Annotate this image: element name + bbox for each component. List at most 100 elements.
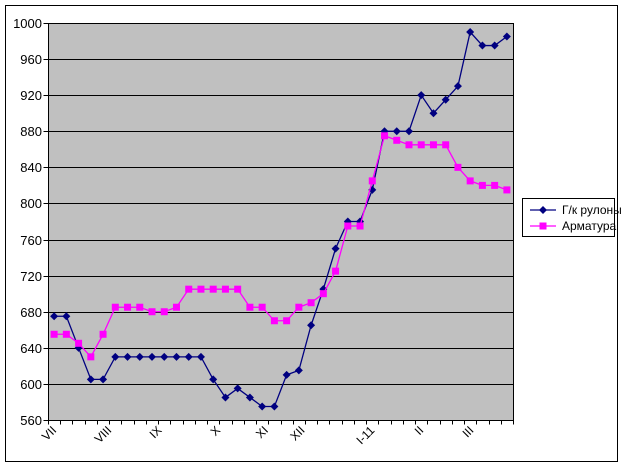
data-point-marker <box>283 317 291 325</box>
data-point-marker <box>148 308 156 316</box>
data-point-marker <box>75 339 83 347</box>
data-point-marker <box>62 312 71 321</box>
data-point-marker <box>466 28 475 37</box>
y-axis-tick-label: 800 <box>20 196 42 211</box>
data-point-marker <box>172 352 181 361</box>
data-point-marker <box>442 141 450 149</box>
data-point-marker <box>50 312 59 321</box>
data-point-marker <box>111 352 120 361</box>
data-point-marker <box>185 285 193 293</box>
data-point-marker <box>344 222 352 230</box>
data-point-marker <box>404 127 413 136</box>
data-point-marker <box>135 352 144 361</box>
data-point-marker <box>478 181 486 189</box>
legend-label-series-1: Г/к рулоны <box>562 203 622 217</box>
legend-label-series-2: Арматура <box>562 219 617 233</box>
data-point-marker <box>111 303 119 311</box>
data-point-marker <box>160 308 168 316</box>
data-point-marker <box>453 82 462 91</box>
legend-item-gk-rulony: Г/к рулоны <box>529 203 622 217</box>
data-point-marker <box>392 127 401 136</box>
data-point-marker <box>245 393 254 402</box>
data-point-marker <box>393 136 401 144</box>
plot-area <box>48 23 514 421</box>
data-point-marker <box>319 290 327 298</box>
data-point-marker <box>429 141 437 149</box>
data-point-marker <box>270 402 279 411</box>
y-axis-tick-label: 560 <box>20 413 42 428</box>
data-point-marker <box>502 32 511 41</box>
data-point-marker <box>332 267 340 275</box>
data-point-marker <box>172 303 180 311</box>
y-axis-tick-label: 640 <box>20 341 42 356</box>
data-point-marker <box>331 244 340 253</box>
y-axis-tick-label: 760 <box>20 233 42 248</box>
y-axis-tick-label: 680 <box>20 305 42 320</box>
data-point-marker <box>503 186 511 194</box>
data-point-marker <box>50 330 58 338</box>
x-axis-month-label: XII <box>287 423 307 443</box>
x-axis-month-label: VIII <box>92 423 115 446</box>
data-point-marker <box>441 95 450 104</box>
data-point-marker <box>490 41 499 50</box>
data-point-marker <box>221 285 229 293</box>
legend-item-armatura: Арматура <box>529 219 616 233</box>
data-point-marker <box>124 303 132 311</box>
x-axis-month-label: IX <box>147 423 165 441</box>
data-point-marker <box>417 91 426 100</box>
data-point-marker <box>209 375 218 384</box>
data-point-marker <box>381 132 389 140</box>
x-axis-month-label: XI <box>253 423 271 441</box>
y-axis-tick-label: 1000 <box>13 16 42 31</box>
data-point-marker <box>221 393 230 402</box>
y-axis-tick-label: 960 <box>20 52 42 67</box>
x-axis-month-label: II <box>412 423 427 438</box>
legend-square-marker-icon <box>530 222 556 230</box>
data-point-marker <box>86 375 95 384</box>
x-axis-month-label: X <box>208 423 224 439</box>
legend-diamond-marker-icon <box>530 206 556 214</box>
data-point-marker <box>282 370 291 379</box>
data-point-marker <box>307 321 316 330</box>
data-point-marker <box>295 303 303 311</box>
data-point-marker <box>234 285 242 293</box>
data-point-marker <box>368 177 376 185</box>
data-point-marker <box>258 303 266 311</box>
data-point-marker <box>123 352 132 361</box>
data-point-marker <box>233 384 242 393</box>
data-point-marker <box>307 299 315 307</box>
data-point-marker <box>454 163 462 171</box>
y-axis-tick-label: 840 <box>20 160 42 175</box>
data-point-marker <box>270 317 278 325</box>
data-point-marker <box>184 352 193 361</box>
x-axis-month-label: III <box>460 423 477 440</box>
data-point-marker <box>258 402 267 411</box>
data-point-marker <box>136 303 144 311</box>
x-axis-month-label: I-11 <box>353 423 377 447</box>
data-point-marker <box>356 222 364 230</box>
legend: Г/к рулоны Арматура <box>522 198 622 237</box>
y-axis-tick-label: 600 <box>20 377 42 392</box>
data-point-marker <box>294 366 303 375</box>
data-point-marker <box>160 352 169 361</box>
y-axis-tick-label: 880 <box>20 124 42 139</box>
data-point-marker <box>417 141 425 149</box>
data-point-marker <box>196 352 205 361</box>
data-point-marker <box>197 285 205 293</box>
data-point-marker <box>466 177 474 185</box>
data-point-marker <box>209 285 217 293</box>
y-axis-tick-label: 920 <box>20 88 42 103</box>
data-point-marker <box>99 330 107 338</box>
x-axis-month-label: VII <box>39 423 59 443</box>
data-point-marker <box>246 303 254 311</box>
data-point-marker <box>87 353 95 361</box>
data-point-marker <box>405 141 413 149</box>
data-point-marker <box>429 109 438 118</box>
data-point-marker <box>478 41 487 50</box>
data-point-marker <box>62 330 70 338</box>
data-point-marker <box>148 352 157 361</box>
data-point-marker <box>491 181 499 189</box>
y-axis-tick-label: 720 <box>20 269 42 284</box>
